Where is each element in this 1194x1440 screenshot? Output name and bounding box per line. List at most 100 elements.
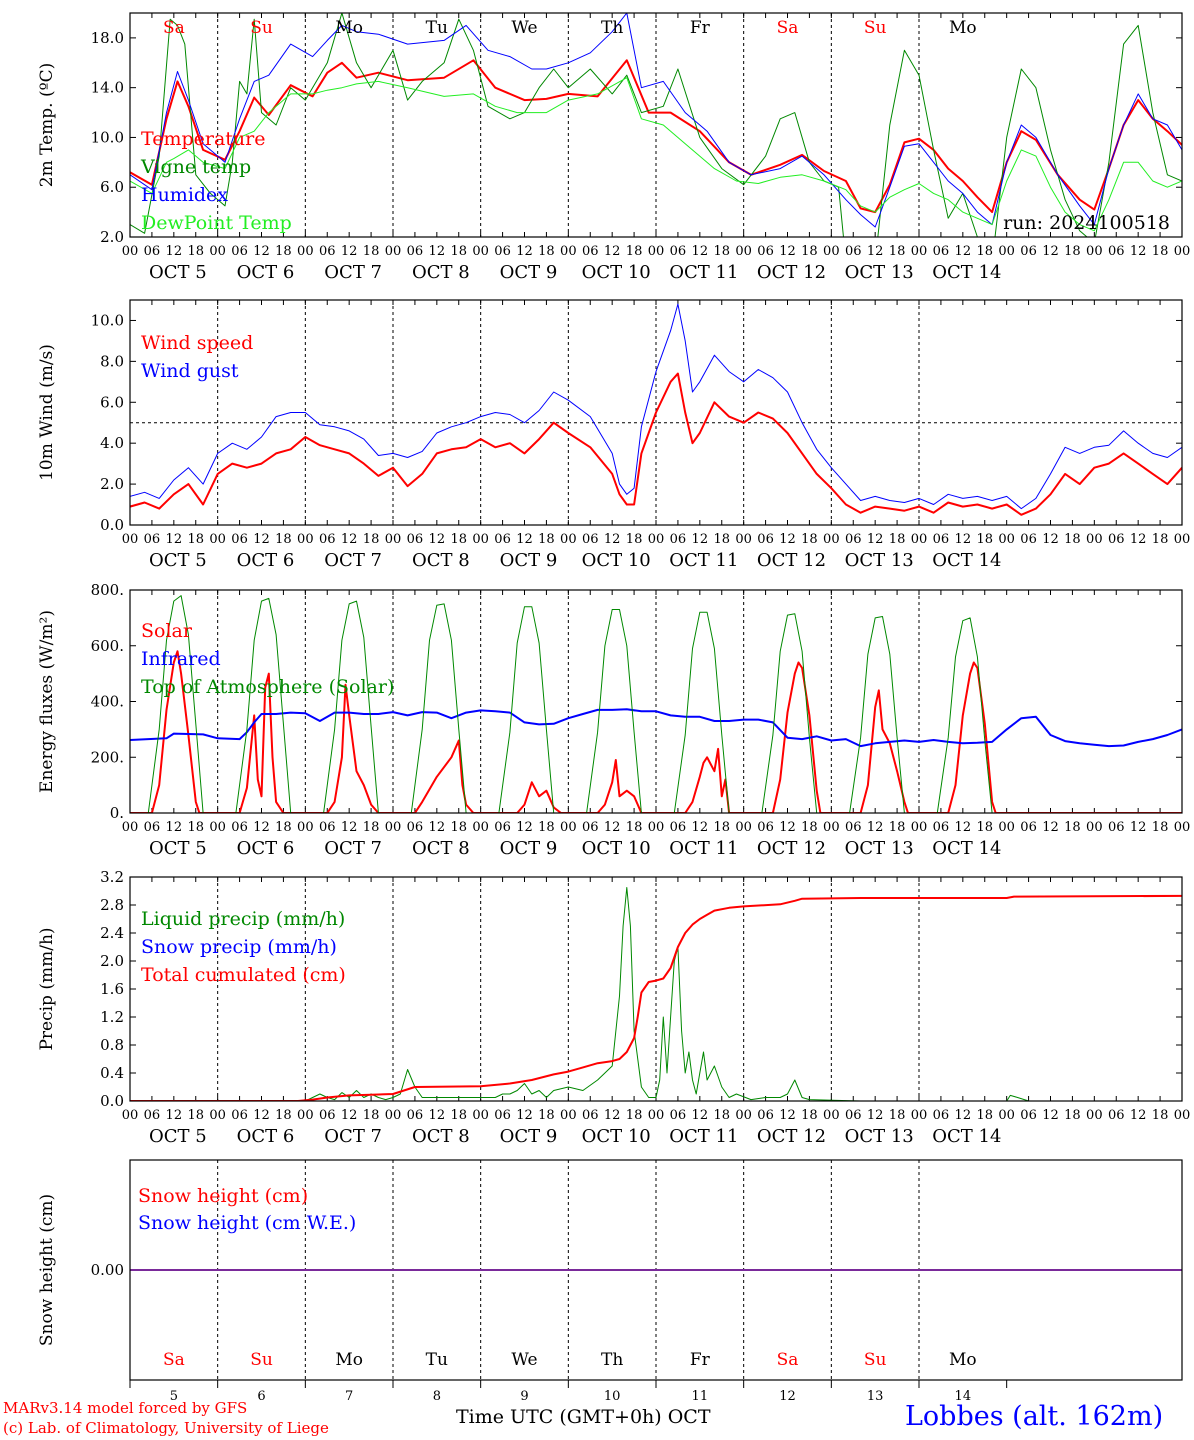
hour-tick-label: 12 — [867, 820, 884, 835]
hour-tick-label: 18 — [450, 532, 467, 547]
y-tick-label: 2.0 — [100, 475, 124, 493]
date-label: OCT 13 — [845, 550, 914, 571]
hour-tick-label: 12 — [955, 244, 972, 259]
hour-tick-label: 00 — [911, 532, 928, 547]
date-label: OCT 8 — [412, 262, 470, 283]
day-name-label: Mo — [335, 18, 363, 38]
y-tick-label: 0.0 — [100, 1092, 124, 1110]
hour-tick-label: 00 — [1086, 1108, 1103, 1123]
legend-entry: Infrared — [141, 648, 221, 670]
legend-entry: DewPoint Temp — [141, 212, 292, 234]
hour-tick-label: 12 — [166, 532, 183, 547]
legend-entry: Top of Atmosphere (Solar) — [141, 676, 394, 698]
hour-tick-label: 18 — [187, 244, 204, 259]
hour-tick-label: 12 — [516, 244, 533, 259]
hour-tick-label: 00 — [998, 532, 1015, 547]
hour-tick-label: 18 — [187, 1108, 204, 1123]
hour-tick-label: 12 — [955, 1108, 972, 1123]
hour-tick-label: 00 — [385, 820, 402, 835]
hour-tick-label: 18 — [363, 532, 380, 547]
hour-tick-label: 06 — [933, 532, 950, 547]
y-tick-label: 2.0 — [100, 952, 124, 970]
hour-tick-label: 18 — [1064, 244, 1081, 259]
day-name-label: Su — [250, 1350, 273, 1370]
y-tick-label: 6.0 — [100, 393, 124, 411]
panel-frame — [129, 589, 1183, 814]
hour-tick-label: 18 — [889, 1108, 906, 1123]
legend-entry: Temperature — [141, 128, 265, 150]
hour-tick-label: 12 — [429, 820, 446, 835]
date-label: OCT 14 — [932, 262, 1001, 283]
date-label: OCT 11 — [669, 550, 738, 571]
hour-tick-label: 06 — [845, 532, 862, 547]
hour-tick-label: 00 — [560, 1108, 577, 1123]
hour-tick-label: 12 — [604, 244, 621, 259]
hour-tick-label: 12 — [429, 532, 446, 547]
hour-tick-label: 00 — [648, 244, 665, 259]
hour-tick-label: 00 — [297, 820, 314, 835]
hour-tick-label: 12 — [867, 1108, 884, 1123]
hour-tick-label: 06 — [933, 244, 950, 259]
day-name-label: Su — [864, 1350, 887, 1370]
series-line-humidex — [130, 13, 1182, 228]
hour-tick-label: 18 — [801, 532, 818, 547]
hour-tick-label: 00 — [122, 532, 139, 547]
panel-5: 5 6 7 8 9 10 11 12 13 14 0.00 Snow height (cm) Snow … — [37, 1159, 1183, 1404]
hour-tick-label: 12 — [253, 532, 270, 547]
hour-tick-label: 12 — [166, 820, 183, 835]
y-axis-label: Precip (mm/h) — [37, 927, 57, 1050]
hour-tick-label: 12 — [341, 820, 358, 835]
hour-tick-label: 06 — [1020, 820, 1037, 835]
model-credit: MARv3.14 model forced by GFS — [3, 1399, 248, 1417]
legend-entry: Snow height (cm) — [138, 1185, 308, 1207]
date-label: OCT 5 — [149, 838, 207, 859]
hour-tick-label: 12 — [1042, 1108, 1059, 1123]
hour-tick-label: 18 — [450, 244, 467, 259]
date-label: OCT 9 — [500, 1126, 558, 1147]
day-name-label: Sa — [777, 1350, 799, 1370]
hour-tick-label: 06 — [845, 820, 862, 835]
panel-2: 00 06 12 18 00 06 12 18 00 06 12 18 00 06 12 18 00 06 12 18… — [37, 299, 1190, 571]
hour-tick-label: 18 — [976, 820, 993, 835]
legend-entry: Snow precip (mm/h) — [141, 936, 337, 958]
hour-tick-label: 00 — [560, 820, 577, 835]
hour-tick-label: 12 — [867, 244, 884, 259]
date-label: OCT 6 — [237, 262, 295, 283]
hour-tick-label: 12 — [429, 1108, 446, 1123]
hour-tick-label: 00 — [472, 532, 489, 547]
hour-tick-label: 12 — [1130, 1108, 1147, 1123]
hour-tick-label: 18 — [626, 244, 643, 259]
hour-tick-label: 06 — [845, 1108, 862, 1123]
legend-entry: Wind gust — [141, 360, 239, 382]
hour-tick-label: 18 — [713, 532, 730, 547]
hour-tick-label: 06 — [757, 244, 774, 259]
hour-tick-label: 18 — [1064, 820, 1081, 835]
hour-tick-label: 00 — [122, 820, 139, 835]
hour-tick-label: 00 — [385, 532, 402, 547]
hour-tick-label: 18 — [976, 1108, 993, 1123]
day-number-label: 9 — [520, 1389, 528, 1404]
hour-tick-label: 00 — [998, 244, 1015, 259]
hour-tick-label: 06 — [319, 820, 336, 835]
hour-tick-label: 06 — [757, 532, 774, 547]
date-label: OCT 12 — [757, 262, 826, 283]
hour-tick-label: 18 — [626, 1108, 643, 1123]
hour-tick-label: 06 — [933, 1108, 950, 1123]
hour-tick-label: 00 — [648, 532, 665, 547]
hour-tick-label: 00 — [1086, 532, 1103, 547]
hour-tick-label: 12 — [692, 532, 709, 547]
hour-tick-label: 18 — [538, 1108, 555, 1123]
hour-tick-label: 18 — [1064, 532, 1081, 547]
hour-tick-label: 06 — [407, 820, 424, 835]
panel-frame — [129, 12, 1183, 238]
y-tick-label: 0.8 — [100, 1036, 124, 1054]
hour-tick-label: 12 — [1042, 532, 1059, 547]
hour-tick-label: 12 — [341, 244, 358, 259]
hour-tick-label: 00 — [823, 244, 840, 259]
hour-tick-label: 06 — [1020, 244, 1037, 259]
hour-tick-label: 06 — [144, 820, 161, 835]
hour-tick-label: 12 — [341, 532, 358, 547]
y-tick-label: 200. — [91, 748, 124, 766]
y-axis-label: 10m Wind (m/s) — [37, 344, 57, 481]
hour-tick-label: 12 — [604, 532, 621, 547]
